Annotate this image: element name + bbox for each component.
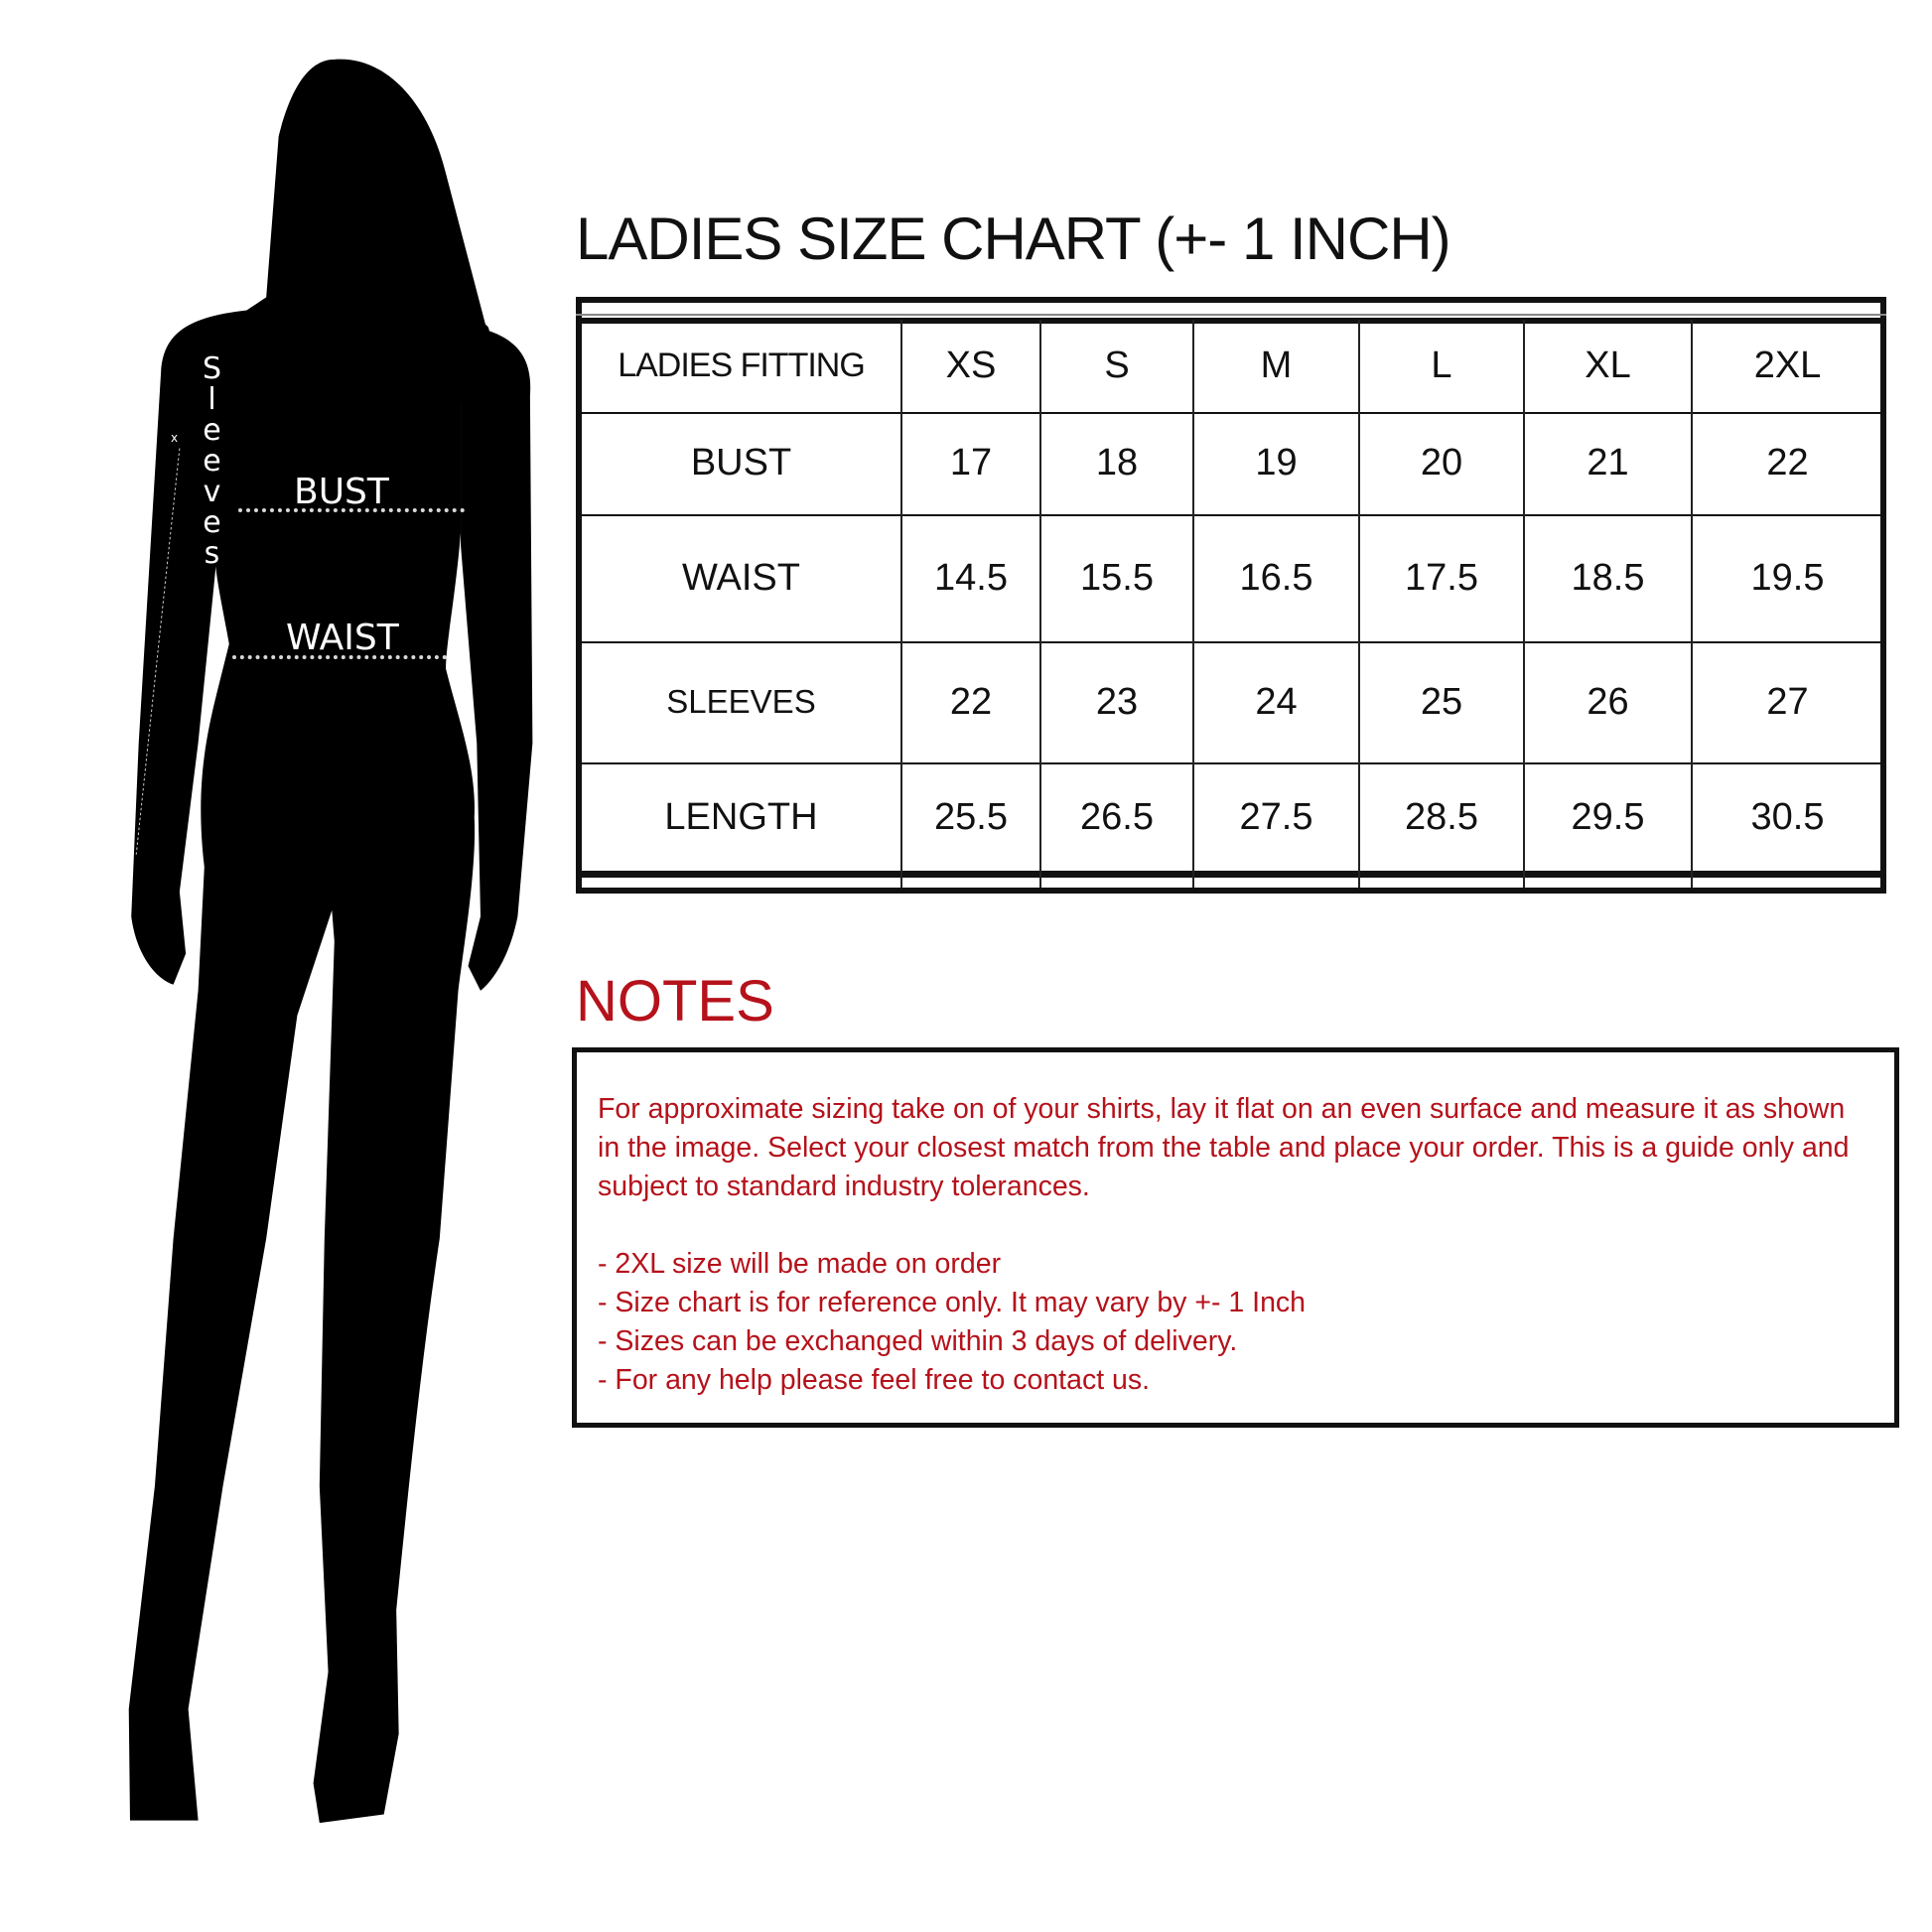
notes-item: - Sizes can be exchanged within 3 days o…: [598, 1325, 1238, 1357]
table-cell: 17: [949, 442, 993, 483]
table-cell: 23: [1095, 680, 1139, 723]
row-label-cell: BUST: [690, 442, 792, 483]
table-header-cell: XS: [945, 345, 997, 386]
table-cell: 27.5: [1239, 796, 1313, 838]
table-cell: 17.5: [1405, 556, 1478, 599]
table-cell: 30.5: [1750, 796, 1825, 838]
table-cell: 16.5: [1239, 556, 1313, 599]
table-cell: 28.5: [1405, 796, 1478, 838]
table-col-divider: [1523, 320, 1525, 888]
table-rule: [576, 314, 1886, 316]
sleeve-measure-line: [135, 448, 181, 855]
notes-item: - Size chart is for reference only. It m…: [598, 1287, 1307, 1318]
table-header-cell: M: [1260, 345, 1293, 386]
table-col-divider: [1691, 320, 1693, 888]
table-outer-border: [576, 297, 1886, 894]
page-title: LADIES SIZE CHART (+- 1 INCH): [576, 206, 1451, 272]
waist-label: WAIST: [286, 618, 399, 658]
table-header-cell: L: [1431, 345, 1452, 386]
table-row-divider: [576, 762, 1886, 764]
table-cell: 19: [1255, 442, 1298, 483]
table-cell: 22: [949, 680, 993, 723]
table-rule: [576, 318, 1886, 324]
silhouette-body: [128, 59, 489, 1824]
bust-line: [238, 508, 465, 512]
table-cell: 18: [1095, 442, 1139, 483]
silhouette-left-arm: [131, 309, 254, 985]
row-label-cell: LENGTH: [664, 796, 818, 838]
table-cell: 22: [1766, 442, 1809, 483]
table-cell: 25.5: [934, 796, 1008, 838]
row-label-cell: WAIST: [682, 556, 800, 599]
sleeves-label: Sleeves: [195, 351, 229, 567]
notes-title: NOTES: [576, 969, 774, 1034]
table-cell: 26: [1587, 680, 1629, 723]
table-header-cell: S: [1104, 345, 1130, 386]
table-rule: [576, 871, 1886, 878]
notes-paragraph: For approximate sizing take on of your s…: [598, 1093, 1850, 1202]
table-cell: 15.5: [1080, 556, 1154, 599]
notes-box: For approximate sizing take on of your s…: [572, 1047, 1899, 1428]
table-col-divider: [900, 320, 902, 888]
table-header-cell: XL: [1585, 345, 1631, 386]
table-row-divider: [576, 641, 1886, 643]
table-col-divider: [1039, 320, 1041, 888]
bust-label: BUST: [294, 472, 389, 512]
waist-line: [232, 655, 447, 659]
notes-item: - 2XL size will be made on order: [598, 1248, 1002, 1280]
table-cell: 29.5: [1571, 796, 1645, 838]
sleeve-marker: x: [171, 431, 179, 445]
table-cell: 27: [1766, 680, 1809, 723]
table-cell: 20: [1420, 442, 1463, 483]
table-cell: 14.5: [934, 556, 1008, 599]
notes-item: - For any help please feel free to conta…: [598, 1364, 1151, 1396]
table-cell: 26.5: [1080, 796, 1154, 838]
silhouette-right-arm: [461, 324, 533, 991]
row-label-cell: SLEEVES: [666, 683, 816, 720]
table-cell: 24: [1255, 680, 1298, 723]
table-cell: 19.5: [1750, 556, 1825, 599]
table-cell: 25: [1420, 680, 1463, 723]
table-col-divider: [1358, 320, 1360, 888]
table-row-divider: [576, 412, 1886, 414]
table-cell: 18.5: [1571, 556, 1645, 599]
table-col-divider: [1192, 320, 1194, 888]
table-header-cell: 2XL: [1753, 345, 1822, 386]
table-row-divider: [576, 514, 1886, 516]
table-cell: 21: [1587, 442, 1629, 483]
table-header-cell: LADIES FITTING: [618, 346, 866, 384]
